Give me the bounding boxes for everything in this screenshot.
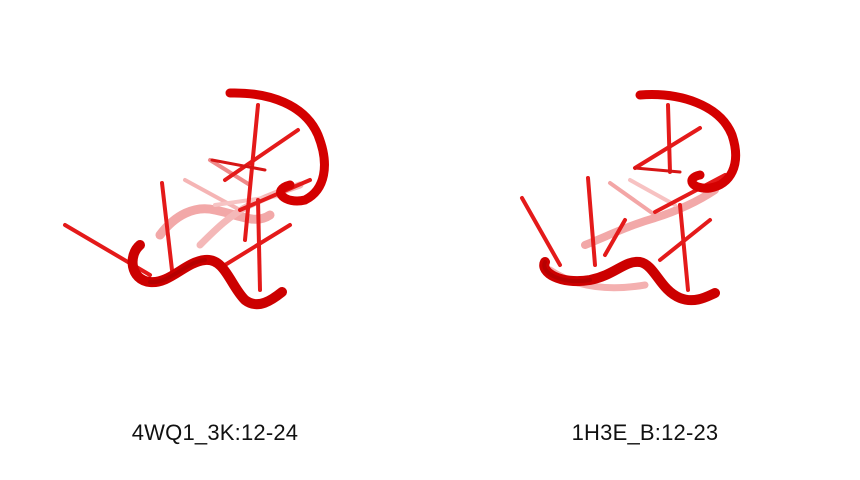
base-stick-faded [608, 181, 657, 217]
base-stick [633, 126, 702, 170]
base-stick [666, 103, 672, 174]
structure-panel-right: 1H3E_B:12-23 [430, 0, 860, 480]
structure-caption-left: 4WQ1_3K:12-24 [131, 420, 299, 445]
base-stick [520, 196, 562, 267]
base-stick [210, 158, 267, 172]
structure-caption-right: 1H3E_B:12-23 [571, 420, 719, 445]
backbone-main [225, 88, 329, 206]
backbone-lower-shadow [148, 258, 207, 285]
base-stick-faded [208, 158, 252, 187]
base-stick [653, 173, 727, 214]
rna-structure-1h3e [520, 90, 741, 306]
base-stick [223, 128, 300, 182]
base-stick [223, 223, 292, 267]
base-stick [238, 178, 312, 212]
base-stick [633, 166, 682, 174]
backbone-lower-shadow [542, 260, 592, 284]
base-stick [658, 218, 712, 262]
base-stick-faded [183, 178, 242, 212]
backbone-back-strand [581, 186, 719, 249]
backbone-back-strand [155, 204, 275, 240]
backbone-main [635, 90, 741, 193]
base-stick [603, 218, 627, 257]
rna-structure-4wq1 [63, 88, 329, 310]
structure-panel-left: 4WQ1_3K:12-24 [63, 88, 329, 445]
base-stick [586, 176, 597, 267]
base-stick-faded [628, 178, 677, 207]
base-stick [678, 203, 690, 292]
base-stick [243, 103, 260, 242]
base-stick [160, 181, 174, 272]
